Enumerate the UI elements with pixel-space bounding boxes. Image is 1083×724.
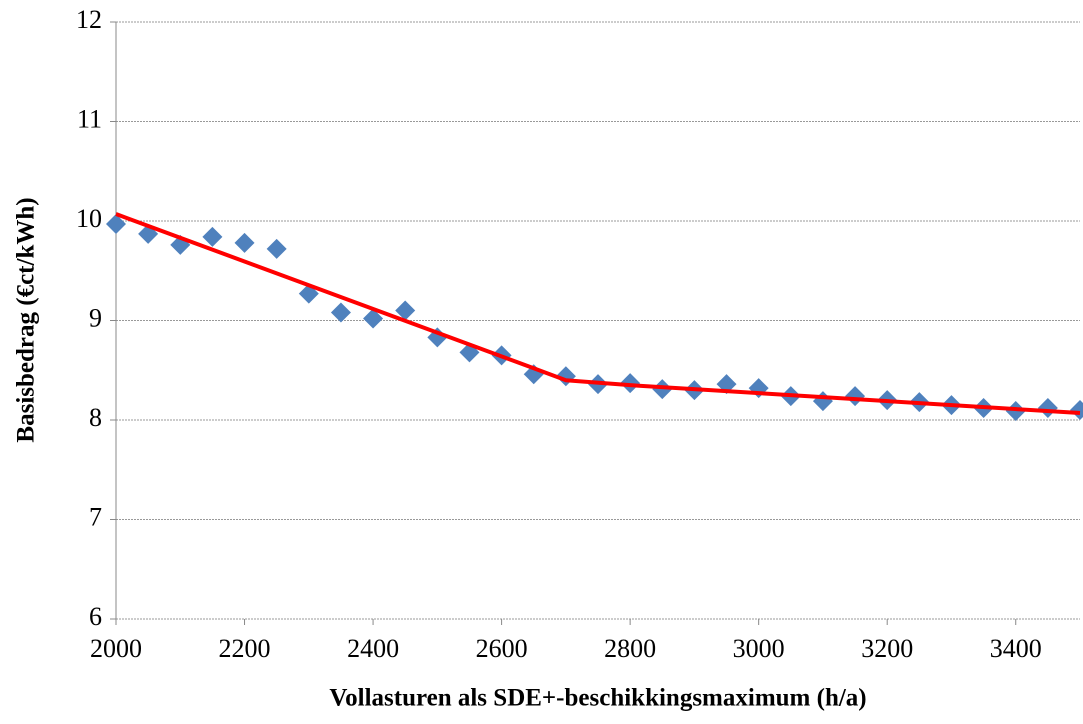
data-point: [1070, 400, 1083, 421]
x-tick-label: 2800: [604, 634, 656, 663]
x-tick-label: 3200: [861, 634, 913, 663]
x-axis-title: Vollasturen als SDE+-beschikkingsmaximum…: [329, 685, 866, 712]
x-tick-label: 2200: [219, 634, 271, 663]
y-tick-label: 8: [89, 403, 102, 432]
x-tick-label: 3400: [990, 634, 1042, 663]
data-point: [106, 213, 126, 234]
y-tick-label: 9: [89, 303, 102, 332]
data-point: [266, 238, 287, 259]
x-tick-label: 2000: [90, 634, 142, 663]
data-point: [330, 302, 351, 323]
fit-line: [115, 212, 1081, 416]
x-tick-label: 3000: [733, 634, 785, 663]
y-axis-title: Basisbedrag (€ct/kWh): [13, 197, 40, 442]
data-point: [1037, 398, 1058, 419]
y-tick-label: 12: [76, 5, 102, 34]
x-tick-label: 2400: [347, 634, 399, 663]
y-tick-label: 10: [76, 204, 102, 233]
y-tick-label: 7: [89, 502, 102, 531]
data-point: [812, 391, 833, 412]
y-tick-label: 11: [77, 104, 102, 133]
data-point: [234, 232, 255, 253]
data-point: [845, 386, 866, 407]
y-tick-label: 6: [89, 602, 102, 631]
data-point: [395, 300, 416, 321]
data-point: [363, 308, 384, 329]
x-tick-label: 2600: [476, 634, 528, 663]
data-point: [202, 226, 223, 247]
